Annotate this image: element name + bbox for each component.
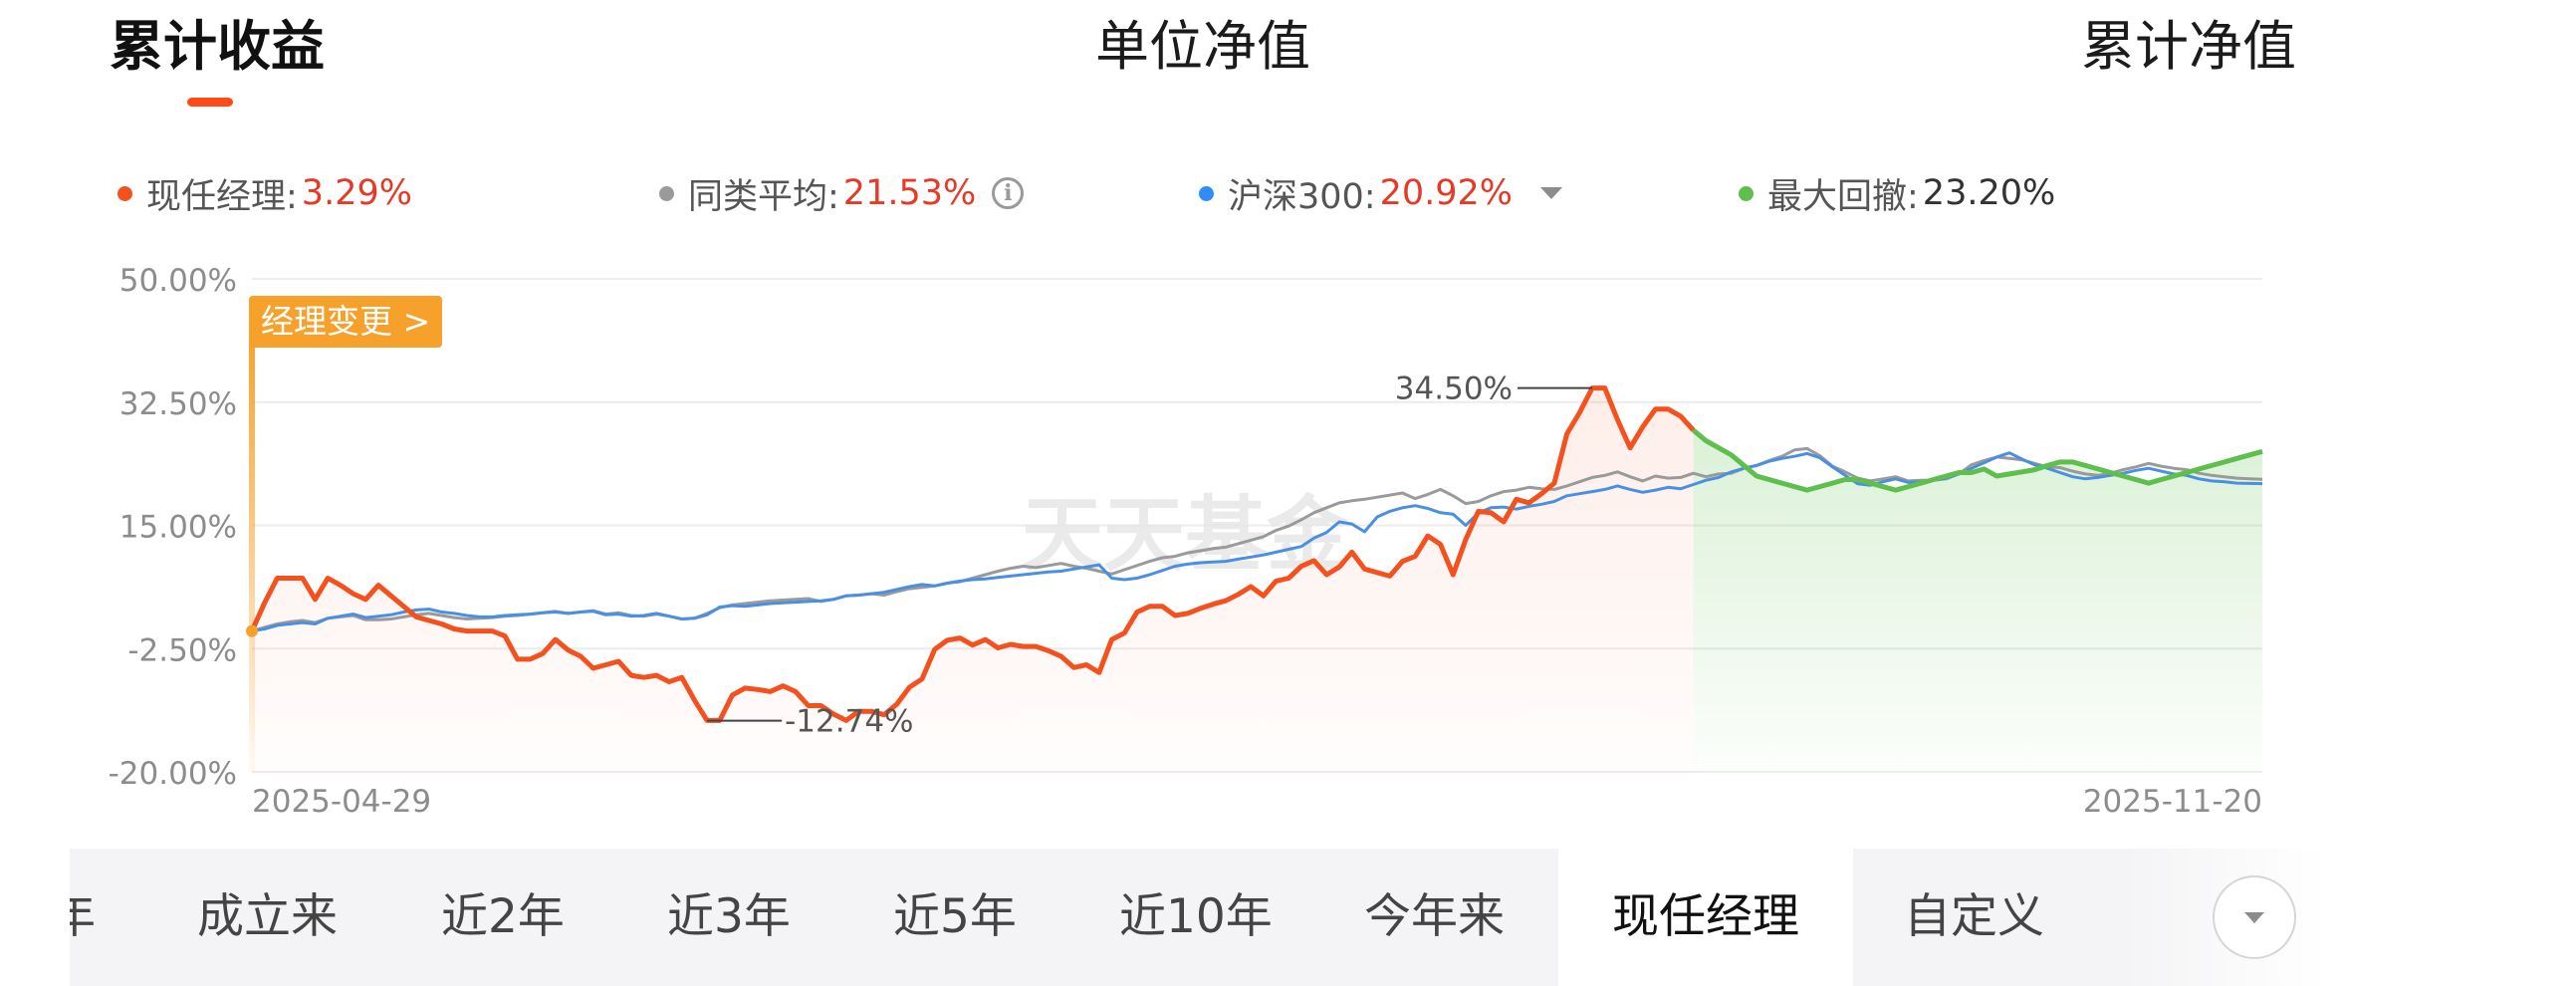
legend-label: 同类平均: — [688, 176, 839, 217]
x-tick-label-start: 2025-04-29 — [252, 784, 431, 820]
legend-dot-drawdown — [1739, 185, 1754, 201]
range-selector — [70, 849, 2320, 986]
legend-dot-average — [659, 185, 674, 201]
tab-cumulative-return[interactable]: 累计收益 — [110, 15, 325, 78]
range-option-current-manager[interactable]: 现任经理 — [1558, 849, 1853, 986]
y-tick-label: -2.50% — [127, 632, 237, 668]
legend-value: 3.29% — [301, 173, 412, 213]
min-annotation-label: -12.74% — [785, 704, 913, 740]
range-option-partial[interactable]: 年 — [70, 889, 96, 944]
more-ranges-button[interactable] — [2213, 875, 2296, 959]
manager-area — [252, 387, 1694, 772]
legend-current-manager: 现任经理: 3.29% — [117, 167, 412, 219]
legend-dot-csi300 — [1199, 185, 1214, 201]
x-tick-label-end: 2025-11-20 — [2083, 784, 2262, 820]
start-point — [246, 624, 258, 637]
legend-value: 21.53% — [842, 173, 977, 213]
manager-change-label: 经理变更 > — [261, 302, 431, 341]
tab-unit-nav[interactable]: 单位净值 — [1095, 15, 1310, 78]
legend-label: 现任经理: — [146, 176, 298, 217]
legend-csi300[interactable]: 沪深300: 20.92% — [1199, 167, 1563, 219]
drawdown-area — [1693, 430, 2262, 772]
chevron-down-icon — [2244, 911, 2264, 923]
y-tick-label: 15.00% — [119, 510, 237, 546]
info-icon[interactable]: i — [992, 177, 1025, 209]
legend-dot-manager — [117, 185, 132, 201]
range-option-since-inception[interactable]: 成立来 — [197, 889, 338, 944]
legend-label: 沪深300: — [1228, 176, 1376, 217]
manager-change-badge[interactable]: 经理变更 > — [249, 296, 443, 348]
range-option-5y[interactable]: 近5年 — [893, 889, 1017, 944]
range-option-custom[interactable]: 自定义 — [1904, 889, 2044, 944]
y-tick-label: 50.00% — [119, 263, 237, 299]
tab-cumulative-nav[interactable]: 累计净值 — [2081, 15, 2296, 78]
cumulative-return-chart[interactable]: 天天基金 50.00%32.50%15.00%-2.50%-20.00%2025… — [0, 239, 2576, 837]
legend-label: 最大回撤: — [1767, 176, 1919, 217]
range-option-ytd[interactable]: 今年来 — [1364, 889, 1505, 944]
series-line-current-manager — [249, 385, 1696, 723]
y-tick-label: 32.50% — [119, 386, 237, 422]
legend-value: 20.92% — [1379, 173, 1514, 213]
legend-value: 23.20% — [1922, 173, 2056, 213]
max-annotation-label: 34.50% — [1395, 371, 1513, 407]
range-option-10y[interactable]: 近10年 — [1119, 889, 1273, 944]
legend-peer-average: 同类平均: 21.53% i — [659, 167, 1025, 219]
caret-down-icon[interactable] — [1540, 187, 1563, 199]
legend-max-drawdown: 最大回撤: 23.20% — [1739, 167, 2055, 219]
manager-change-marker — [249, 329, 255, 772]
y-tick-label: -20.00% — [109, 756, 237, 792]
range-option-3y[interactable]: 近3年 — [667, 889, 791, 944]
series-line-max-drawdown — [1691, 428, 2263, 493]
range-option-2y[interactable]: 近2年 — [441, 889, 565, 944]
active-tab-indicator — [187, 98, 233, 107]
